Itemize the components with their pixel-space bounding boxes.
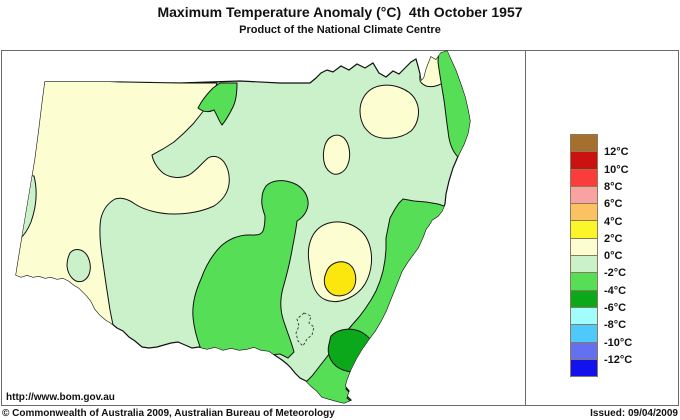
legend-label-6°C: 6°C [604, 198, 623, 211]
legend-swatch-1 [570, 151, 598, 170]
legend-color-scale [570, 134, 598, 378]
region-yellow-central-east [323, 261, 357, 297]
legend-label--8°C: -8°C [604, 319, 627, 332]
act-border-dashed [295, 312, 315, 347]
legend-swatch-8 [570, 272, 598, 291]
page-title: Maximum Temperature Anomaly (°C) 4th Oct… [157, 4, 523, 20]
region-pale-pocket-southwest [66, 249, 91, 283]
legend-divider-line [525, 50, 526, 406]
legend-swatch-5 [570, 220, 598, 239]
region-green-northeast-coast [437, 51, 470, 158]
legend-swatch-0 [570, 134, 598, 153]
legend-label--4°C: -4°C [604, 284, 627, 297]
legend-label-0°C: 0°C [604, 250, 623, 263]
legend-label--12°C: -12°C [604, 353, 633, 366]
legend-swatch-2 [570, 168, 598, 187]
legend-swatch-10 [570, 306, 598, 326]
region-cream-west [16, 73, 230, 343]
legend-swatch-6 [570, 237, 598, 257]
legend-label--6°C: -6°C [604, 302, 627, 314]
issued-date-label: Issued: 09/04/2009 [590, 408, 678, 419]
legend-label--10°C: -10°C [604, 336, 633, 349]
legend-label-4°C: 4°C [604, 215, 623, 228]
anomaly-contour-map [15, 50, 471, 404]
legend-swatch-4 [570, 203, 598, 222]
legend-swatch-11 [570, 324, 598, 343]
legend-label-10°C: 10°C [604, 163, 629, 176]
page-subtitle: Product of the National Climate Centre [239, 24, 441, 36]
coast-speck-1 [433, 220, 436, 222]
region-cream-small-north [322, 134, 351, 175]
copyright-label: © Commonwealth of Australia 2009, Austra… [2, 408, 335, 419]
coast-speck-2 [438, 223, 441, 225]
legend-swatch-7 [570, 255, 598, 274]
region-cream-north-central [359, 84, 419, 139]
legend-label-12°C: 12°C [604, 146, 629, 159]
region-green-qld-border-patch [197, 82, 238, 126]
legend-swatch-12 [570, 341, 598, 360]
legend-swatch-13 [570, 358, 598, 378]
legend-label-2°C: 2°C [604, 232, 623, 245]
legend-swatch-9 [570, 289, 598, 308]
bom-url-label: http://www.bom.gov.au [6, 392, 115, 403]
legend-label-8°C: 8°C [604, 180, 623, 193]
legend-swatch-3 [570, 185, 598, 205]
legend-label--2°C: -2°C [604, 267, 627, 280]
